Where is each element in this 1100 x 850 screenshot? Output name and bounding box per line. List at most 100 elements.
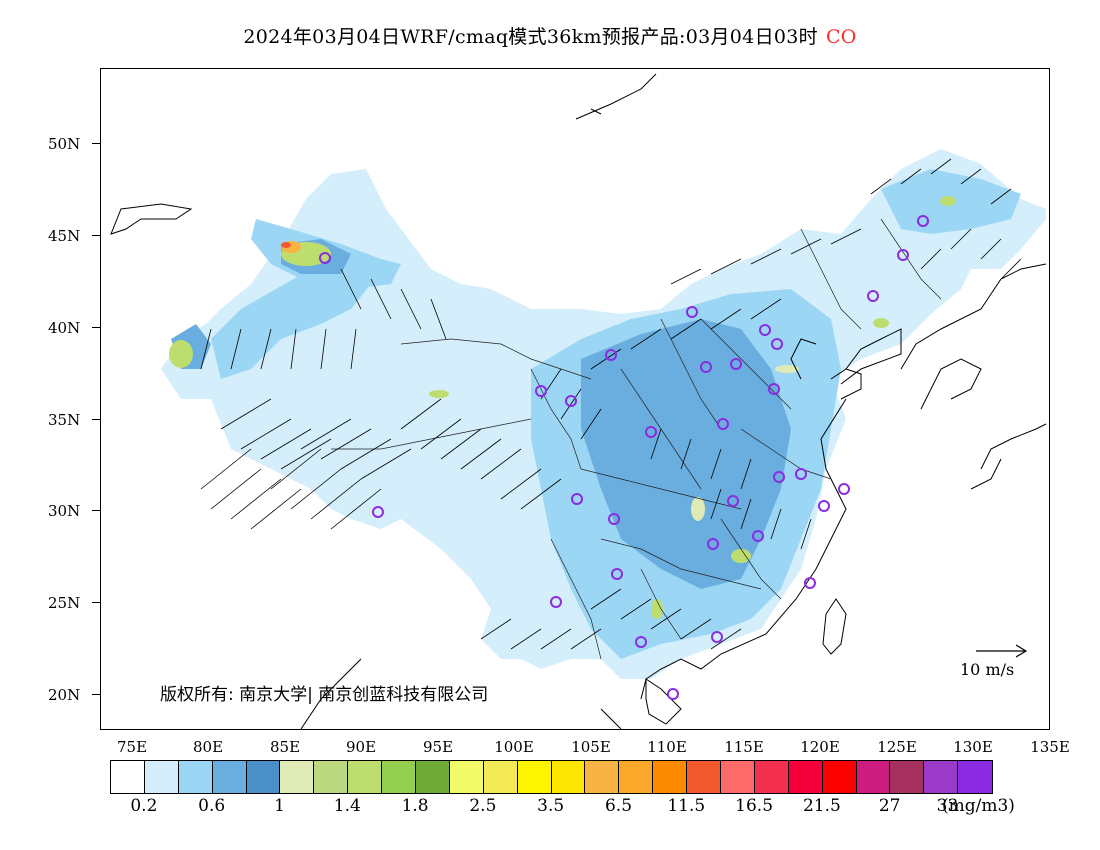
colorbar-swatch: [212, 761, 247, 793]
province-borders: [331, 218, 942, 660]
colorbar-swatch: [246, 761, 281, 793]
wind-reference-arrow: [976, 644, 1028, 658]
colorbar-label: 21.5: [802, 796, 841, 816]
city-marker: [711, 631, 723, 643]
lon-label: 95E: [422, 738, 454, 756]
city-marker: [818, 500, 830, 512]
colorbar-label: 3.5: [537, 796, 565, 816]
colorbar-swatch: [551, 761, 586, 793]
colorbar-label: 2.5: [469, 796, 497, 816]
city-marker: [897, 249, 909, 261]
city-marker: [608, 513, 620, 525]
lat-tick: [92, 602, 100, 603]
lat-tick: [92, 694, 100, 695]
colorbar-swatch: [721, 761, 755, 793]
city-marker: [686, 306, 698, 318]
wind-scale-label: 10 m/s: [960, 660, 1015, 679]
city-marker: [605, 349, 617, 361]
colorbar-swatch: [314, 761, 349, 793]
city-marker: [645, 426, 657, 438]
colorbar-swatch: [144, 761, 179, 793]
lat-label: 35N: [48, 411, 81, 429]
lon-label: 90E: [345, 738, 377, 756]
colorbar-swatch: [687, 761, 722, 793]
city-marker: [759, 324, 771, 336]
city-marker: [752, 530, 764, 542]
hotspot: [940, 196, 956, 206]
lon-label: 80E: [192, 738, 224, 756]
hotspot: [169, 340, 193, 368]
hotspot: [651, 599, 663, 619]
lon-label: 85E: [269, 738, 301, 756]
lat-tick: [92, 510, 100, 511]
lon-label: 130E: [953, 738, 993, 756]
hotspot: [731, 549, 751, 563]
colorbar-label: 16.5: [735, 796, 774, 816]
colorbar-swatch: [348, 761, 383, 793]
colorbar-swatch: [856, 761, 891, 793]
lat-label: 30N: [48, 502, 81, 520]
colorbar-swatch: [754, 761, 789, 793]
city-marker: [804, 577, 816, 589]
title-text: 2024年03月04日WRF/cmaq模式36km预报产品:03月04日03时: [243, 26, 818, 48]
colorbar-swatch: [822, 761, 857, 793]
hotspot: [281, 242, 291, 248]
colorbar-label: 27: [878, 796, 901, 816]
lat-label: 50N: [48, 135, 81, 153]
lat-tick: [92, 143, 100, 144]
city-marker: [707, 538, 719, 550]
hotspot: [429, 390, 449, 398]
colorbar: [110, 760, 994, 794]
city-marker: [372, 506, 384, 518]
lon-label: 100E: [494, 738, 534, 756]
lon-label: 110E: [647, 738, 687, 756]
wind-vectors: [200, 158, 1022, 650]
lat-tick: [92, 419, 100, 420]
hotspot: [775, 365, 799, 373]
city-marker: [917, 215, 929, 227]
colorbar-unit: (mg/m3): [942, 796, 1015, 816]
city-marker: [838, 483, 850, 495]
colorbar-swatch: [178, 761, 213, 793]
city-marker: [727, 495, 739, 507]
colorbar-label: 1.4: [333, 796, 361, 816]
lon-label: 120E: [800, 738, 840, 756]
lat-tick: [92, 235, 100, 236]
colorbar-swatch: [788, 761, 823, 793]
colorbar-swatch: [111, 761, 145, 793]
lon-label: 125E: [877, 738, 917, 756]
hotspot: [873, 318, 889, 328]
city-marker: [867, 290, 879, 302]
colorbar-swatch: [382, 761, 417, 793]
city-marker: [771, 338, 783, 350]
city-marker: [773, 471, 785, 483]
colorbar-swatch: [924, 761, 959, 793]
colorbar-label: 0.6: [198, 796, 226, 816]
city-marker: [319, 252, 331, 264]
copyright-notice: 版权所有: 南京大学| 南京创蓝科技有限公司: [160, 685, 489, 705]
colorbar-label: 6.5: [604, 796, 633, 816]
colorbar-swatch: [958, 761, 993, 793]
colorbar-label: 1: [274, 796, 285, 816]
city-markers: [319, 215, 929, 700]
colorbar-swatch: [280, 761, 315, 793]
city-marker: [550, 596, 562, 608]
lon-label: 75E: [116, 738, 148, 756]
colorbar-label: 33: [936, 796, 959, 816]
map-title: 2024年03月04日WRF/cmaq模式36km预报产品:03月04日03时 C…: [0, 22, 1100, 49]
city-marker: [667, 688, 679, 700]
city-marker: [795, 468, 807, 480]
lon-label: 135E: [1030, 738, 1070, 756]
hotspot: [691, 497, 705, 521]
colorbar-swatch: [483, 761, 518, 793]
city-marker: [535, 385, 547, 397]
coastline: [110, 73, 1047, 729]
city-marker: [717, 418, 729, 430]
city-marker: [700, 361, 712, 373]
colorbar-label: 0.2: [130, 796, 158, 816]
city-marker: [571, 493, 583, 505]
colorbar-swatch: [619, 761, 654, 793]
city-marker: [768, 383, 780, 395]
colorbar-label: 1.8: [401, 796, 429, 816]
pollutant-species: CO: [825, 26, 857, 48]
